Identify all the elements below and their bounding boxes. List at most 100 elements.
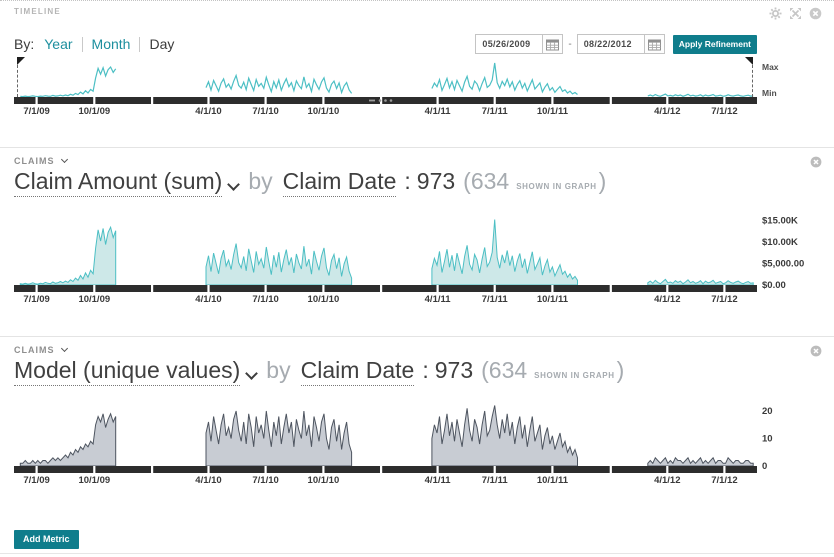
panel-header-icons bbox=[769, 7, 822, 20]
x-tick-label: 7/1/12 bbox=[711, 475, 737, 486]
series-line bbox=[647, 93, 754, 97]
metric-section-model: CLAIMS Model (unique values) by Claim Da… bbox=[0, 337, 834, 493]
x-tick-label: 10/1/10 bbox=[308, 106, 340, 117]
group-label: CLAIMS bbox=[14, 156, 55, 166]
y-tick-label: $10.00K bbox=[762, 237, 798, 248]
series-line bbox=[20, 65, 117, 98]
gear-icon[interactable] bbox=[769, 7, 782, 20]
dimension-dropdown[interactable]: Claim Date bbox=[300, 357, 415, 386]
x-tick-label: 10/1/09 bbox=[78, 475, 110, 486]
refinement-controls: By: Year Month Day - bbox=[0, 31, 834, 57]
series-area bbox=[19, 412, 117, 467]
colon: : bbox=[404, 168, 411, 194]
x-tick-label: 10/1/11 bbox=[537, 106, 569, 117]
metric-dropdown[interactable]: Model (unique values) bbox=[14, 357, 241, 386]
date-from-box bbox=[475, 34, 564, 54]
series-line bbox=[205, 73, 353, 95]
y-tick-label: $5,000.00 bbox=[762, 259, 804, 270]
y-tick-label: 10 bbox=[762, 434, 773, 445]
apply-refinement-button[interactable]: Apply Refinement bbox=[672, 34, 757, 54]
metric-title-row: Claim Amount (sum) by Claim Date : 973 (… bbox=[14, 168, 834, 206]
add-metric-button[interactable]: Add Metric bbox=[14, 529, 79, 549]
x-tick-label: 7/1/09 bbox=[23, 106, 49, 117]
range-handle-left-flag[interactable] bbox=[17, 57, 25, 65]
tab-year[interactable]: Year bbox=[44, 36, 73, 52]
calendar-icon[interactable] bbox=[542, 35, 563, 53]
by-label: By: bbox=[14, 36, 35, 52]
x-tick-label: 4/1/12 bbox=[654, 106, 680, 117]
chevron-down-icon bbox=[60, 344, 68, 353]
shown-in-graph-caption: SHOWN IN GRAPH bbox=[534, 371, 615, 380]
range-handle-right-line[interactable] bbox=[752, 65, 753, 97]
x-tick-label: 10/1/11 bbox=[537, 294, 569, 305]
section-divider bbox=[0, 336, 834, 337]
paren-close: ) bbox=[598, 168, 607, 194]
calendar-icon[interactable] bbox=[643, 35, 664, 53]
date-to-input[interactable] bbox=[577, 36, 644, 52]
metric-section-claim-amount: CLAIMS Claim Amount (sum) by Claim Date … bbox=[0, 148, 834, 306]
group-label: CLAIMS bbox=[14, 345, 55, 355]
x-tick-label: 4/1/12 bbox=[654, 294, 680, 305]
chevron-down-icon[interactable] bbox=[245, 367, 259, 380]
x-tick-label: 10/1/09 bbox=[78, 106, 110, 117]
timeline-overview: 7/1/09 10/1/09 4/1/10 7/1/10 10/1/10 4/1/11 7/… bbox=[0, 57, 834, 121]
date-to-box bbox=[576, 34, 665, 54]
shown-count: 634 bbox=[470, 168, 510, 194]
section-divider bbox=[0, 147, 834, 148]
max-label: Max bbox=[762, 62, 779, 72]
axis-gap-dots[interactable] bbox=[369, 99, 393, 102]
x-tick-label: 10/1/10 bbox=[308, 294, 340, 305]
x-tick-label: 4/1/11 bbox=[425, 106, 452, 117]
range-handle-right-flag[interactable] bbox=[745, 57, 753, 65]
total-count: 973 bbox=[416, 168, 456, 194]
x-tick-label: 7/1/12 bbox=[711, 294, 737, 305]
shown-in-graph-caption: SHOWN IN GRAPH bbox=[516, 182, 597, 191]
by-word: by bbox=[248, 168, 273, 194]
x-tick-label: 4/1/11 bbox=[425, 475, 452, 486]
timeline-overview-chart[interactable]: 7/1/09 10/1/09 4/1/10 7/1/10 10/1/10 4/1/11 7/… bbox=[0, 57, 834, 119]
range-handle-left-line[interactable] bbox=[17, 65, 18, 97]
x-tick-label: 7/1/09 bbox=[23, 294, 49, 305]
x-tick-label: 4/1/10 bbox=[195, 475, 221, 486]
series-area bbox=[19, 225, 117, 286]
tab-day[interactable]: Day bbox=[149, 36, 175, 52]
x-tick-label: 4/1/10 bbox=[195, 294, 221, 305]
claim-amount-chart[interactable]: 7/1/09 10/1/09 4/1/10 7/1/10 10/1/10 4/1/11 7/… bbox=[0, 206, 834, 306]
tab-month[interactable]: Month bbox=[91, 36, 131, 52]
dimension-dropdown[interactable]: Claim Date bbox=[282, 168, 397, 197]
y-tick-label: 20 bbox=[762, 406, 773, 417]
series-line bbox=[431, 62, 578, 95]
chevron-down-icon bbox=[60, 155, 68, 164]
granularity-tabs: Year Month Day bbox=[44, 36, 183, 52]
series-area bbox=[205, 410, 353, 467]
close-icon[interactable] bbox=[810, 156, 822, 168]
x-tick-label: 10/1/09 bbox=[78, 294, 110, 305]
bottom-divider bbox=[0, 552, 834, 554]
paren-open: ( bbox=[463, 168, 471, 194]
date-range-controls: - Apply Refinement bbox=[475, 34, 757, 54]
min-label: Min bbox=[762, 88, 777, 98]
model-unique-values-chart[interactable]: 7/1/09 10/1/09 4/1/10 7/1/10 10/1/10 4/1/11 7/… bbox=[0, 395, 834, 493]
chevron-down-icon[interactable] bbox=[227, 178, 241, 191]
group-dropdown[interactable]: CLAIMS bbox=[14, 154, 834, 168]
by-word: by bbox=[266, 357, 291, 383]
x-tick-label: 7/1/10 bbox=[252, 475, 278, 486]
total-count: 973 bbox=[434, 357, 474, 383]
y-tick-label: $0.00 bbox=[762, 280, 786, 291]
x-tick-label: 4/1/12 bbox=[654, 475, 680, 486]
paren-open: ( bbox=[481, 357, 489, 383]
x-tick-label: 4/1/10 bbox=[195, 106, 221, 117]
date-from-input[interactable] bbox=[476, 36, 543, 52]
tab-separator bbox=[81, 36, 83, 52]
colon: : bbox=[422, 357, 429, 383]
group-dropdown[interactable]: CLAIMS bbox=[14, 343, 834, 357]
close-icon[interactable] bbox=[809, 7, 822, 20]
resize-icon[interactable] bbox=[789, 7, 802, 20]
x-tick-label: 7/1/10 bbox=[252, 106, 278, 117]
metric-title-row: Model (unique values) by Claim Date : 97… bbox=[14, 357, 834, 395]
x-tick-label: 7/1/11 bbox=[482, 475, 509, 486]
x-tick-label: 7/1/10 bbox=[252, 294, 278, 305]
date-range-dash: - bbox=[568, 38, 572, 50]
metric-dropdown[interactable]: Claim Amount (sum) bbox=[14, 168, 223, 197]
close-icon[interactable] bbox=[810, 345, 822, 357]
